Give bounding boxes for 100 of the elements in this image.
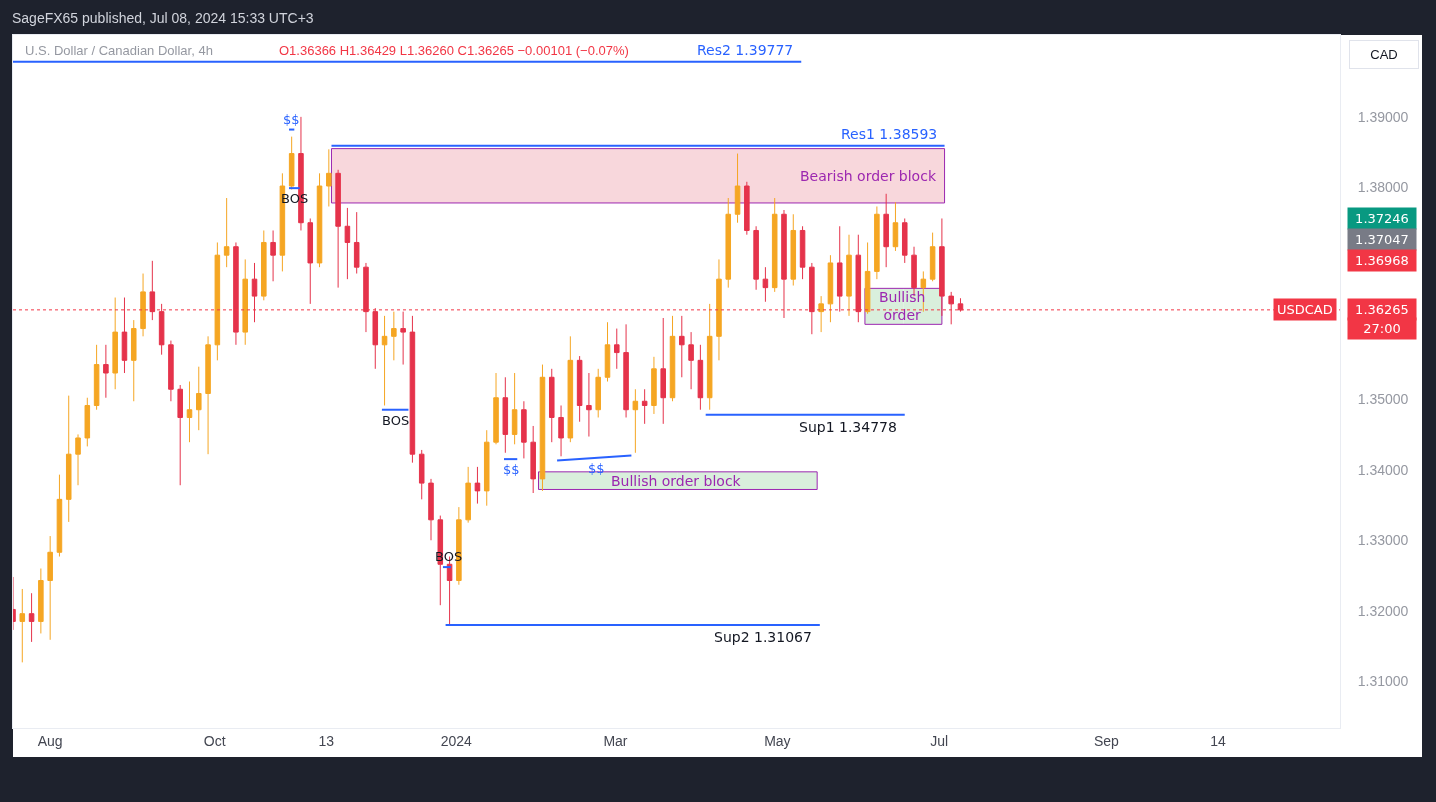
candlestick: [864, 241, 871, 315]
candlestick: [892, 201, 899, 252]
candlestick: [38, 568, 44, 634]
candlestick: [809, 262, 815, 335]
candlestick: [372, 307, 379, 370]
candlestick: [316, 172, 323, 268]
x-tick-label: 2024: [440, 732, 472, 749]
candlestick: [567, 335, 574, 443]
candlestick: [270, 229, 276, 282]
y-tick-label: 1.38000: [1357, 179, 1409, 196]
candlestick: [874, 205, 880, 280]
y-tick-label: 1.39000: [1357, 108, 1409, 125]
candlestick: [93, 344, 100, 411]
candlestick: [716, 258, 722, 361]
candlestick: [493, 372, 499, 445]
candlestick: [836, 225, 843, 313]
annotation: BOS: [382, 413, 410, 428]
candlestick: [548, 368, 555, 443]
candlestick: [391, 311, 397, 361]
candlestick: [539, 364, 546, 492]
candlestick: [846, 234, 852, 317]
candlestick: [679, 315, 685, 378]
candlestick: [288, 136, 295, 191]
candlestick: [706, 303, 713, 411]
candlestick: [929, 232, 936, 282]
candlestick: [576, 355, 583, 423]
candlestick: [149, 260, 156, 321]
candlestick: [641, 388, 648, 425]
candlestick: [669, 315, 676, 402]
candlestick: [855, 234, 862, 323]
candlestick: [530, 425, 536, 494]
series-label: Sup2 1.31067: [714, 629, 812, 645]
annotation: $$: [503, 462, 520, 477]
candlestick: [261, 229, 267, 301]
candlestick: [140, 273, 146, 337]
candlestick: [121, 297, 128, 374]
text: 1.36968: [1355, 253, 1409, 268]
y-tick-label: 1.31000: [1357, 673, 1409, 690]
candlestick: [28, 592, 35, 643]
candlestick: [688, 331, 694, 390]
candlestick: [233, 241, 239, 346]
candlestick: [790, 213, 797, 287]
candlestick: [651, 356, 657, 415]
candlestick: [725, 197, 732, 289]
x-tick-label: Aug: [37, 732, 63, 749]
candlestick: [363, 262, 369, 333]
candlestick: [901, 217, 908, 264]
candlestick: [56, 474, 63, 558]
candlestick: [428, 478, 434, 541]
candlestick: [502, 376, 509, 454]
text: 27:00: [1363, 321, 1401, 336]
candlestick: [400, 311, 406, 366]
y-tick-label: 1.32000: [1357, 602, 1409, 619]
candlestick: [939, 217, 945, 317]
legend-label: Bearish order block: [800, 168, 937, 184]
x-tick-label: 13: [318, 732, 335, 749]
candlestick: [251, 262, 258, 323]
text: 1.37047: [1355, 232, 1409, 247]
candlestick: [762, 266, 769, 303]
text: 1.36265: [1355, 302, 1409, 317]
candlestick: [158, 303, 165, 356]
x-tick-label: Mar: [603, 732, 628, 749]
candlestick: [47, 535, 53, 641]
candlestick: [103, 344, 109, 399]
x-tick-label: Jul: [930, 732, 949, 749]
candlestick: [223, 197, 230, 268]
candlestick: [465, 466, 471, 524]
candlestick: [75, 433, 81, 486]
annotation: O1.36366 H1.36429 L1.36260 C1.36265 −0.00101 (−0.07%): [279, 43, 629, 58]
candlestick: [948, 291, 954, 325]
candlestick: [344, 207, 351, 280]
candlestick: [957, 297, 964, 313]
candlestick: [483, 429, 490, 507]
candlestick: [84, 397, 91, 447]
candlestick: [335, 169, 341, 289]
ref-line-label: USDCAD: [1277, 302, 1333, 317]
candlestick: [595, 368, 601, 418]
chart-title: SageFX65 published, Jul 08, 2024 15:33 UTC+3: [12, 9, 314, 26]
text: 1.37246: [1355, 211, 1409, 226]
candlestick: [511, 372, 518, 445]
candlestick: [827, 254, 834, 323]
candlestick: [112, 297, 118, 390]
candlestick: [604, 321, 611, 382]
candlestick: [744, 181, 750, 236]
candlestick: [558, 404, 564, 457]
candlestick: [632, 388, 639, 454]
candlestick: [65, 395, 72, 523]
candlestick: [307, 217, 314, 305]
candlestick: [418, 449, 425, 500]
candlestick: [818, 295, 824, 333]
series-label: Res2 1.39777: [697, 42, 794, 58]
candlestick: [734, 153, 741, 224]
legend-label: Bullish order block: [611, 473, 742, 489]
candlestick: [753, 225, 759, 291]
candlestick: [353, 211, 360, 275]
y-tick-label: 1.33000: [1357, 532, 1409, 549]
candlestick: [474, 466, 481, 505]
x-tick-label: Oct: [203, 732, 226, 749]
annotation: $$: [283, 112, 300, 127]
candlestick: [130, 319, 137, 402]
